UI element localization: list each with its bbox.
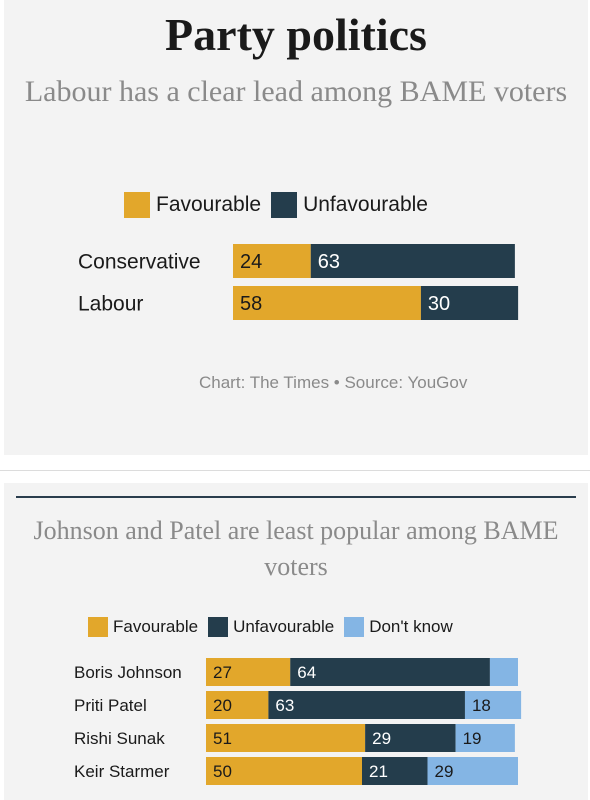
bar-segment-favourable [233,286,421,320]
data-label: 29 [372,729,391,748]
top-rule [16,496,576,498]
chart-subtitle: Labour has a clear lead among BAME voter… [24,75,568,108]
legend-label: Unfavourable [303,193,428,216]
legend-item-unfavourable: Unfavourable [208,617,334,637]
bar-segment-don-t-know [455,724,515,752]
bar-segment-don-t-know [464,691,522,719]
data-label: 50 [213,762,232,781]
data-label: 64 [297,663,316,682]
category-label: Boris Johnson [74,663,182,682]
data-label: 18 [472,696,491,715]
bar-segment-unfavourable [365,724,456,752]
data-label: 19 [463,729,482,748]
category-label: Keir Starmer [74,762,170,781]
chart-panel-party: Party politics Labour has a clear lead a… [4,0,588,455]
bar-segment-favourable [206,724,366,752]
category-label: Labour [78,293,143,316]
bar-segment-don-t-know [489,658,518,686]
data-label: 21 [369,762,388,781]
legend-swatch-unfavourable [208,617,229,637]
legend-label: Favourable [156,193,262,216]
bar-segment-favourable [206,691,269,719]
bar-segment-favourable [206,658,291,686]
bar-segment-don-t-know [427,757,518,785]
bar-segment-unfavourable [290,658,490,686]
legend-label: Unfavourable [233,617,335,636]
legend-swatch-favourable [88,617,108,637]
legend-swatch-dont-know [344,617,365,637]
data-label: 20 [213,696,232,715]
data-label: 30 [428,293,450,315]
data-label: 51 [213,729,232,748]
chart-source: Chart: The Times • Source: YouGov [199,373,468,392]
data-label: 29 [435,762,454,781]
category-label: Conservative [78,251,201,274]
data-label: 58 [240,293,262,315]
legend: Favourable Unfavourable [124,192,438,218]
bar-segment-unfavourable [362,757,428,785]
data-label: 27 [213,663,232,682]
legend-item-unfavourable: Unfavourable [271,192,428,218]
chart-subtitle: Johnson and Patel are least popular amon… [33,516,559,581]
bar-segment-unfavourable [420,286,519,320]
category-label: Priti Patel [74,696,147,715]
legend-item-favourable: Favourable [124,192,261,218]
bar-segment-unfavourable [268,691,465,719]
legend-label: Don't know [369,617,453,636]
panel-separator [0,470,590,471]
legend-swatch-unfavourable [271,192,298,218]
bar-segment-favourable [206,757,362,785]
data-label: 63 [318,251,340,273]
bar-segment-favourable [233,244,311,278]
legend-swatch-favourable [124,192,150,218]
data-label: 24 [240,251,262,273]
legend-label: Favourable [113,617,199,636]
legend-item-dont-know: Don't know [344,617,453,637]
chart-title: Party politics [165,9,427,60]
bar-segment-unfavourable [310,244,515,278]
category-label: Rishi Sunak [74,729,165,748]
data-label: 63 [275,696,294,715]
legend-item-favourable: Favourable [88,617,198,637]
legend: Favourable Unfavourable Don't know [88,617,463,637]
